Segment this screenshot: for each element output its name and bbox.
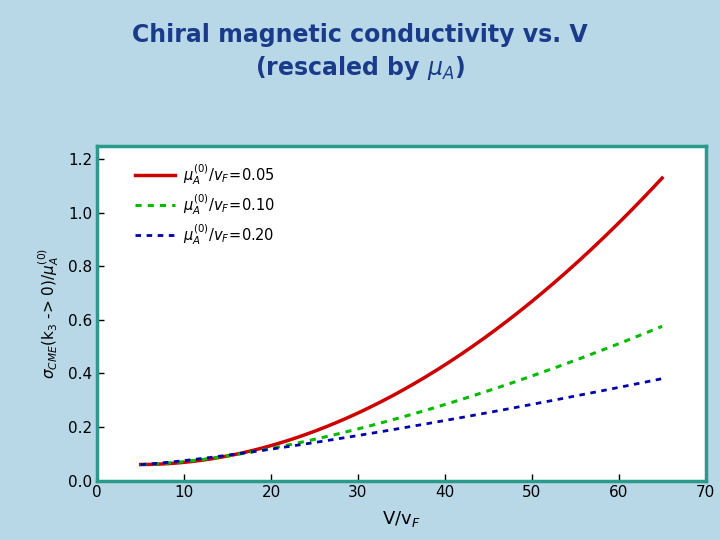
- $\mu^{(0)}_{A}/v_F\!=\!0.10$: [446, 400, 455, 406]
- $\mu^{(0)}_{A}/v_F\!=\!0.20$: [387, 427, 396, 433]
- $\mu^{(0)}_{A}/v_F\!=\!0.05$: [418, 375, 427, 382]
- $\mu^{(0)}_{A}/v_F\!=\!0.10$: [384, 418, 392, 424]
- $\mu^{(0)}_{A}/v_F\!=\!0.20$: [418, 421, 427, 428]
- Text: (rescaled by $\mu_A$): (rescaled by $\mu_A$): [255, 53, 465, 82]
- $\mu^{(0)}_{A}/v_F\!=\!0.20$: [446, 416, 455, 423]
- $\mu^{(0)}_{A}/v_F\!=\!0.05$: [645, 188, 654, 194]
- Text: Chiral magnetic conductivity vs. V: Chiral magnetic conductivity vs. V: [132, 23, 588, 47]
- $\mu^{(0)}_{A}/v_F\!=\!0.10$: [418, 408, 427, 414]
- Line: $\mu^{(0)}_{A}/v_F\!=\!0.05$: $\mu^{(0)}_{A}/v_F\!=\!0.05$: [140, 178, 662, 464]
- $\mu^{(0)}_{A}/v_F\!=\!0.20$: [136, 461, 145, 468]
- $\mu^{(0)}_{A}/v_F\!=\!0.10$: [645, 328, 654, 335]
- $\mu^{(0)}_{A}/v_F\!=\!0.05$: [446, 357, 455, 364]
- X-axis label: V/v$_F$: V/v$_F$: [382, 509, 420, 529]
- Y-axis label: $\sigma_{CME}$(k$_3$ -> 0)/$\mu^{(0)}_A$: $\sigma_{CME}$(k$_3$ -> 0)/$\mu^{(0)}_A$: [36, 248, 61, 379]
- $\mu^{(0)}_{A}/v_F\!=\!0.05$: [384, 395, 392, 401]
- Line: $\mu^{(0)}_{A}/v_F\!=\!0.20$: $\mu^{(0)}_{A}/v_F\!=\!0.20$: [140, 379, 662, 464]
- Line: $\mu^{(0)}_{A}/v_F\!=\!0.10$: $\mu^{(0)}_{A}/v_F\!=\!0.10$: [140, 326, 662, 464]
- $\mu^{(0)}_{A}/v_F\!=\!0.10$: [387, 417, 396, 423]
- $\mu^{(0)}_{A}/v_F\!=\!0.05$: [387, 393, 396, 400]
- $\mu^{(0)}_{A}/v_F\!=\!0.10$: [564, 360, 572, 366]
- $\mu^{(0)}_{A}/v_F\!=\!0.20$: [658, 375, 667, 382]
- Legend: $\mu^{(0)}_{A}/v_F\!=\!0.05$, $\mu^{(0)}_{A}/v_F\!=\!0.10$, $\mu^{(0)}_{A}/v_F\!: $\mu^{(0)}_{A}/v_F\!=\!0.05$, $\mu^{(0)}…: [129, 157, 281, 253]
- $\mu^{(0)}_{A}/v_F\!=\!0.20$: [384, 427, 392, 434]
- $\mu^{(0)}_{A}/v_F\!=\!0.05$: [564, 267, 572, 274]
- $\mu^{(0)}_{A}/v_F\!=\!0.10$: [658, 323, 667, 329]
- $\mu^{(0)}_{A}/v_F\!=\!0.20$: [645, 378, 654, 384]
- $\mu^{(0)}_{A}/v_F\!=\!0.05$: [136, 461, 145, 468]
- $\mu^{(0)}_{A}/v_F\!=\!0.20$: [564, 394, 572, 401]
- $\mu^{(0)}_{A}/v_F\!=\!0.05$: [658, 175, 667, 181]
- $\mu^{(0)}_{A}/v_F\!=\!0.10$: [136, 461, 145, 468]
